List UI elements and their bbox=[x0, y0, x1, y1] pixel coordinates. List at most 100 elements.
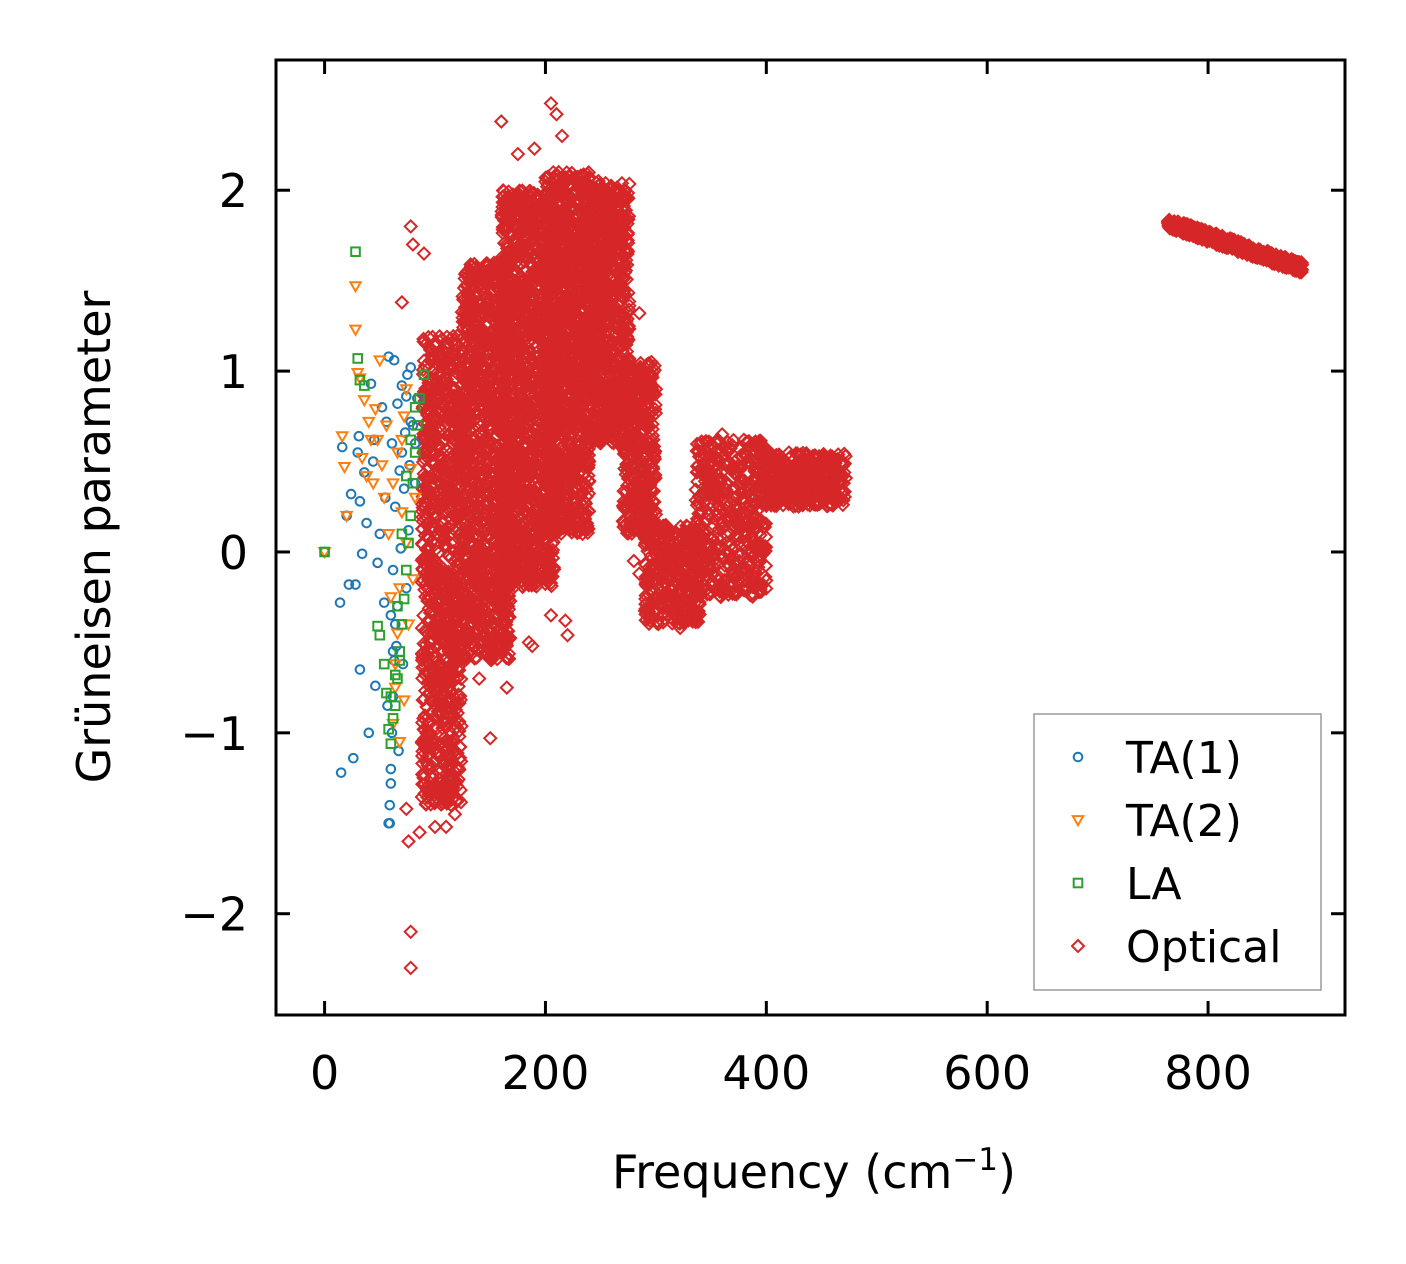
data-point bbox=[440, 585, 456, 600]
data-point bbox=[511, 209, 527, 225]
data-point bbox=[497, 420, 513, 436]
data-point bbox=[483, 644, 499, 660]
data-point bbox=[507, 210, 523, 226]
data-point bbox=[417, 722, 433, 738]
data-point bbox=[495, 495, 511, 511]
data-point bbox=[531, 386, 547, 401]
data-point bbox=[519, 288, 534, 304]
data-point bbox=[433, 675, 449, 690]
data-point bbox=[452, 750, 468, 766]
data-point bbox=[462, 346, 478, 362]
data-point bbox=[510, 494, 526, 509]
data-point bbox=[431, 438, 446, 454]
data-point bbox=[496, 277, 512, 293]
data-point bbox=[436, 730, 452, 746]
data-point bbox=[432, 328, 447, 344]
data-point bbox=[427, 388, 443, 404]
data-point bbox=[421, 674, 436, 690]
data-point bbox=[483, 291, 498, 307]
data-point bbox=[545, 569, 560, 584]
data-point bbox=[460, 290, 476, 306]
data-point bbox=[444, 640, 460, 656]
data-point bbox=[473, 503, 489, 519]
data-point bbox=[435, 635, 451, 651]
data-point bbox=[418, 637, 434, 652]
data-point bbox=[421, 539, 437, 555]
data-point bbox=[531, 235, 547, 251]
data-point bbox=[416, 766, 432, 782]
data-point bbox=[460, 447, 475, 463]
data-point bbox=[414, 735, 430, 751]
data-point bbox=[435, 533, 451, 549]
data-point bbox=[523, 428, 539, 443]
data-point bbox=[416, 710, 431, 726]
data-point bbox=[453, 692, 469, 708]
data-point bbox=[472, 406, 487, 422]
data-point bbox=[541, 546, 557, 562]
data-point bbox=[426, 709, 442, 725]
data-point bbox=[515, 228, 531, 244]
data-point bbox=[436, 713, 451, 728]
data-point bbox=[435, 789, 451, 805]
data-point bbox=[505, 187, 521, 202]
data-point bbox=[456, 343, 472, 359]
data-point bbox=[502, 348, 518, 363]
data-point bbox=[454, 389, 470, 405]
data-point bbox=[469, 642, 485, 657]
data-point bbox=[495, 531, 510, 547]
data-point bbox=[502, 358, 517, 373]
data-point bbox=[419, 440, 435, 456]
data-point bbox=[469, 393, 485, 409]
data-point bbox=[462, 598, 478, 614]
data-point bbox=[515, 346, 531, 362]
data-point bbox=[512, 554, 528, 570]
data-point bbox=[494, 261, 510, 277]
series-optical bbox=[394, 95, 1310, 976]
data-point bbox=[524, 394, 540, 410]
data-point bbox=[431, 344, 447, 360]
data-point bbox=[436, 498, 452, 514]
data-point bbox=[440, 359, 455, 375]
data-point bbox=[504, 191, 520, 207]
data-point bbox=[480, 414, 496, 429]
data-point bbox=[500, 519, 516, 535]
data-point bbox=[431, 465, 447, 481]
data-point bbox=[539, 574, 555, 590]
data-point bbox=[466, 574, 482, 590]
data-point bbox=[497, 321, 512, 337]
data-point bbox=[451, 714, 467, 730]
data-point bbox=[461, 626, 477, 642]
data-point bbox=[436, 615, 452, 631]
data-point bbox=[422, 605, 438, 621]
data-point bbox=[486, 650, 502, 665]
data-point bbox=[437, 584, 453, 600]
data-point bbox=[515, 451, 531, 467]
data-point bbox=[417, 556, 433, 572]
data-point bbox=[535, 559, 551, 575]
data-point bbox=[462, 538, 478, 554]
data-point bbox=[506, 497, 521, 513]
data-point bbox=[473, 368, 488, 384]
data-point bbox=[472, 351, 487, 367]
data-point bbox=[499, 481, 515, 496]
data-point bbox=[467, 520, 483, 536]
data-point bbox=[429, 559, 445, 575]
data-point bbox=[426, 573, 442, 589]
data-point bbox=[455, 651, 471, 667]
data-point bbox=[438, 789, 454, 805]
data-point bbox=[465, 602, 480, 618]
data-point bbox=[437, 716, 453, 732]
data-point bbox=[429, 509, 444, 525]
data-point bbox=[429, 619, 445, 634]
data-point bbox=[508, 425, 524, 441]
data-point bbox=[461, 300, 476, 316]
data-point bbox=[447, 773, 463, 789]
data-point bbox=[455, 591, 471, 607]
data-point bbox=[473, 277, 489, 293]
data-point bbox=[418, 740, 434, 756]
data-point bbox=[470, 356, 486, 372]
data-point bbox=[499, 221, 515, 237]
data-point bbox=[495, 625, 511, 640]
data-point bbox=[506, 436, 521, 452]
data-point bbox=[435, 396, 451, 412]
